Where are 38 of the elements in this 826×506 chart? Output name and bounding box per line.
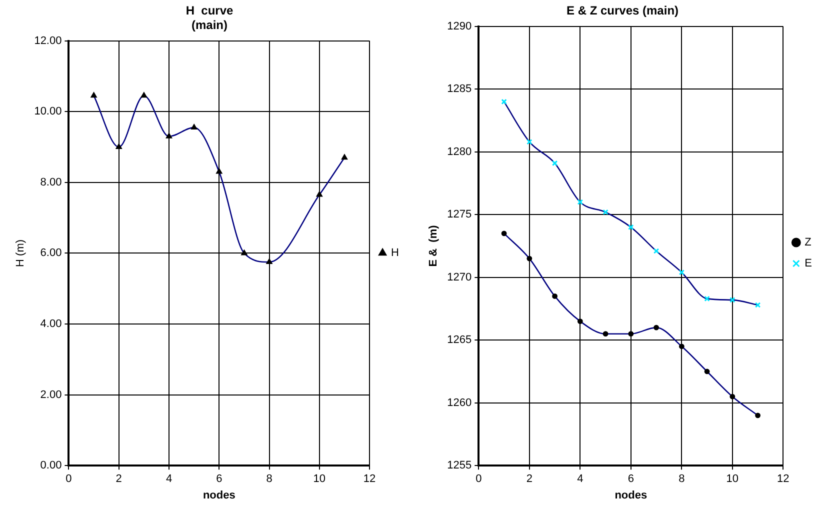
y-tick-label: 2.00 <box>40 388 62 401</box>
legend-label: Z <box>804 236 812 249</box>
y-tick-label: 1290 <box>447 20 472 32</box>
y-tick-label: 12.00 <box>34 34 62 47</box>
x-tick-label: 12 <box>363 473 376 486</box>
y-tick-label: 1275 <box>447 208 472 221</box>
x-tick-label: 0 <box>476 473 482 486</box>
chart-title: E & Z curves (main) <box>566 4 679 18</box>
x-tick-label: 10 <box>313 473 326 486</box>
y-tick-label: 1270 <box>447 271 472 284</box>
x-tick-label: 6 <box>628 473 634 486</box>
x-tick-label: 6 <box>216 473 222 486</box>
y-axis-title: H (m) <box>14 239 27 267</box>
y-tick-label: 4.00 <box>40 318 62 330</box>
x-tick-label: 12 <box>777 473 790 486</box>
y-tick-label: 1265 <box>447 334 472 346</box>
x-tick-label: 4 <box>577 473 584 486</box>
x-tick-label: 0 <box>66 473 72 486</box>
x-tick-label: 8 <box>678 473 685 486</box>
y-tick-label: 8.00 <box>40 176 62 188</box>
y-tick-label: 0.00 <box>40 460 62 472</box>
x-tick-label: 10 <box>726 473 739 486</box>
x-axis-title: nodes <box>614 489 648 502</box>
y-tick-label: 1280 <box>447 146 472 158</box>
x-tick-label: 4 <box>166 473 172 486</box>
x-axis-title: nodes <box>202 489 236 502</box>
y-tick-label: 6.00 <box>40 247 62 260</box>
y-tick-label: 1255 <box>447 460 472 472</box>
x-tick-label: 8 <box>266 473 272 486</box>
legend-label: H <box>391 247 400 260</box>
y-tick-label: 1285 <box>447 83 472 96</box>
legend-label: E <box>804 258 812 270</box>
y-tick-label: 10.00 <box>34 106 62 118</box>
y-tick-label: 1260 <box>447 396 472 409</box>
chart-title: H curve (main) <box>186 4 234 32</box>
x-tick-label: 2 <box>116 473 122 486</box>
x-tick-label: 2 <box>526 473 532 486</box>
y-axis-title: E & (m) <box>428 224 440 267</box>
